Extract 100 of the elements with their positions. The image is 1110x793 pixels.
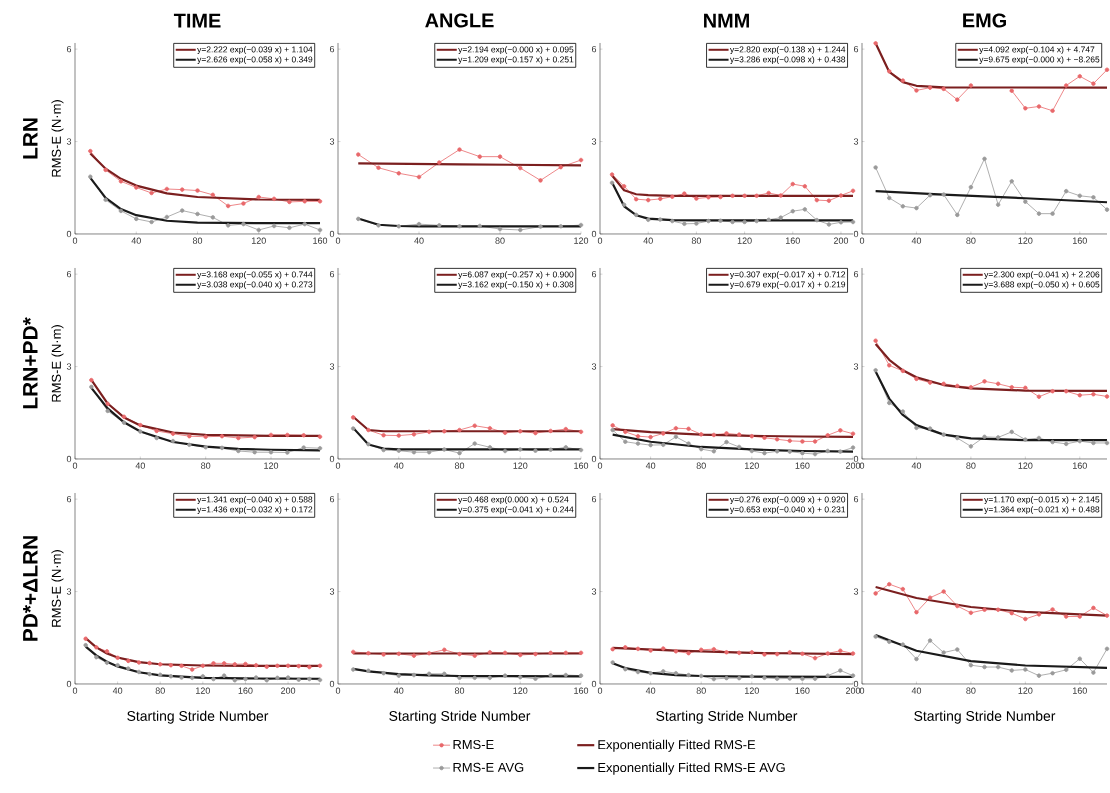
point [995, 664, 1001, 670]
point [83, 642, 88, 648]
point [718, 218, 723, 223]
y-tick-label: 6 [329, 495, 335, 503]
point [103, 197, 108, 202]
point [241, 221, 246, 227]
point [104, 660, 110, 665]
annotation: y=3.286 exp(−0.098 x) + 0.438 [729, 56, 846, 65]
point [914, 425, 919, 431]
point [487, 425, 493, 431]
point [126, 666, 131, 671]
point [648, 671, 653, 676]
text: LRN+PD* [23, 317, 38, 409]
point [887, 581, 892, 587]
x-tick-label: 0 [72, 687, 78, 694]
point [285, 663, 291, 668]
point [376, 223, 381, 228]
point [136, 660, 142, 665]
chart-title: TIME [173, 13, 221, 28]
point [1063, 389, 1069, 394]
point [232, 678, 237, 683]
point [317, 677, 323, 683]
annotation: y=2.300 exp(−0.041 x) + 2.206 [984, 271, 1100, 280]
x-tick-label: 80 [966, 687, 976, 694]
point [633, 196, 639, 202]
x-tick-label: 40 [911, 462, 922, 469]
point [754, 193, 759, 198]
point [1036, 394, 1042, 399]
point [518, 652, 523, 658]
point [168, 663, 174, 668]
point [195, 211, 200, 217]
point [699, 647, 704, 652]
point [170, 431, 176, 436]
point [241, 201, 246, 206]
x-tick-label: 120 [745, 462, 759, 469]
x-tick-label: 40 [645, 462, 656, 469]
point [376, 165, 381, 170]
point [437, 223, 442, 228]
point [252, 434, 257, 440]
y-tick-label: 3 [591, 588, 597, 595]
point [195, 188, 200, 193]
point [1009, 429, 1014, 435]
point [158, 672, 163, 677]
point [472, 675, 477, 681]
point [800, 651, 805, 656]
point [982, 434, 987, 439]
point [180, 208, 185, 213]
point [1091, 195, 1096, 200]
point [661, 646, 666, 651]
point [219, 445, 225, 451]
point [661, 669, 666, 674]
point [518, 227, 523, 233]
point [742, 193, 747, 198]
point [558, 164, 563, 170]
y-tick-label: 0 [66, 230, 72, 238]
point [351, 415, 356, 420]
point [646, 197, 651, 203]
point [812, 451, 818, 457]
point [826, 198, 832, 203]
point [442, 671, 447, 677]
annotation: y=1.341 exp(−0.040 x) + 0.588 [197, 496, 313, 505]
point [472, 423, 477, 428]
point [285, 432, 290, 438]
annotation: y=0.375 exp(−0.041 x) + 0.244 [458, 506, 574, 515]
point [955, 435, 960, 441]
x-tick-label: 80 [454, 462, 465, 469]
x-tick-label: 120 [251, 237, 266, 244]
point [548, 673, 553, 678]
point [356, 216, 361, 222]
point [995, 435, 1001, 440]
x-tick-label: 40 [131, 237, 141, 244]
point [749, 433, 755, 439]
legend-label: Exponentially Fitted RMS-E AVG [598, 762, 785, 775]
annotation: y=0.276 exp(−0.009 x) + 0.920 [729, 496, 846, 505]
point [578, 429, 584, 435]
x-tick-label: 160 [1073, 687, 1087, 694]
point [623, 645, 628, 650]
y-axis-title: RMS-E (N·m) [51, 100, 64, 177]
point [317, 434, 323, 439]
point [221, 673, 227, 678]
point [426, 650, 432, 656]
annotation: y=3.038 exp(−0.040 x) + 0.273 [197, 281, 313, 290]
point [711, 676, 717, 682]
point [774, 449, 780, 454]
point [411, 432, 417, 437]
point [838, 428, 843, 433]
point [578, 447, 584, 453]
point [411, 653, 417, 658]
point [694, 196, 699, 201]
point [578, 222, 584, 228]
x-axis-title: Starting Stride Number [127, 710, 269, 724]
point [210, 215, 216, 220]
x-axis-title: Starting Stride Number [914, 710, 1056, 724]
point [968, 385, 974, 390]
x-tick-label: 0 [859, 237, 865, 244]
point [790, 208, 795, 214]
point [724, 675, 729, 681]
point [982, 379, 987, 384]
x-tick-label: 40 [414, 237, 424, 244]
x-tick-label: 160 [795, 687, 810, 694]
